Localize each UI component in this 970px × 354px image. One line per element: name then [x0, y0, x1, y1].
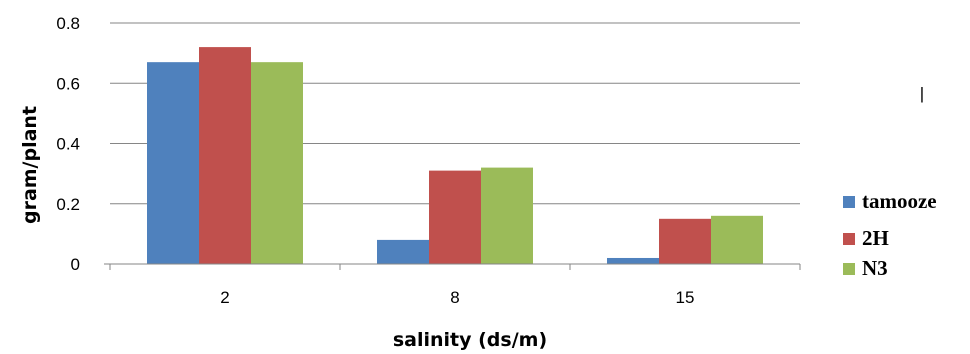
- axes: [104, 263, 801, 270]
- legend-swatch-tamooze: [843, 196, 855, 208]
- y-tick-label: 0.4: [56, 135, 80, 154]
- bar-2h-8: [429, 170, 481, 264]
- bar-tamooze-2: [147, 62, 199, 264]
- legend: tamooze 2H N3: [843, 189, 937, 280]
- y-tick-label: 0.8: [56, 14, 80, 33]
- annotation-mark: |: [920, 84, 924, 103]
- bar-tamooze-8: [377, 239, 429, 264]
- legend-swatch-2h: [843, 233, 855, 245]
- bar-2h-2: [199, 47, 251, 264]
- y-tick-label: 0.2: [56, 195, 80, 214]
- bar-n3-2: [251, 62, 303, 264]
- bar-2h-15: [659, 218, 711, 264]
- legend-label-n3: N3: [862, 256, 888, 280]
- x-axis-title: salinity (ds/m): [393, 329, 547, 351]
- x-tick-labels: 2 8 15: [220, 288, 694, 307]
- legend-swatch-n3: [843, 263, 855, 275]
- bar-n3-15: [711, 215, 763, 264]
- x-tick-label: 15: [676, 288, 695, 307]
- y-tick-label: 0: [71, 255, 80, 274]
- y-tick-label: 0.6: [56, 74, 80, 93]
- bar-tamooze-15: [607, 257, 659, 264]
- legend-label-tamooze: tamooze: [862, 189, 937, 213]
- bar-n3-8: [481, 167, 533, 264]
- y-axis-title: gram/plant: [19, 106, 41, 224]
- y-tick-labels: 0 0.2 0.4 0.6 0.8: [56, 14, 80, 274]
- legend-label-2h: 2H: [862, 226, 889, 250]
- x-tick-label: 8: [450, 288, 459, 307]
- x-tick-label: 2: [220, 288, 229, 307]
- bars: [147, 47, 763, 264]
